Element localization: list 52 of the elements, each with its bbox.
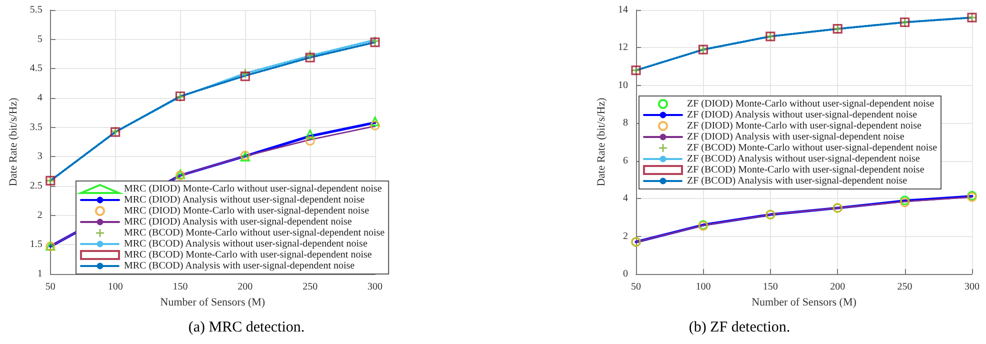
legend-label: MRC (DIOD) Analysis without user-signal-dependent noise (124, 194, 366, 206)
legend-label: MRC (DIOD) Analysis with user-signal-dependent noise (124, 216, 352, 228)
x-tick-label: 100 (108, 282, 123, 292)
legend-label: MRC (BCOD) Analysis with user-signal-dependent noise (124, 260, 356, 272)
y-tick-label: 3 (37, 151, 42, 162)
x-tick-label: 200 (830, 282, 846, 292)
y-tick-label: 4 (37, 92, 42, 104)
legend-label: ZF (DIOD) Analysis with user-signal-dependent noise (687, 132, 905, 142)
x-tick-label: 50 (631, 282, 641, 292)
y-tick-label: 4.5 (30, 63, 42, 74)
y-tick-label: 1 (37, 268, 42, 280)
legend-label: MRC (DIOD) Monte-Carlo with user-signal-dependent noise (124, 206, 370, 216)
legend-label: ZF (BCOD) Analysis without user-signal-dependent noise (687, 154, 920, 164)
legend-label: ZF (DIOD) Monte-Carlo with user-signal-dependent noise (687, 120, 922, 132)
x-tick-label: 200 (238, 282, 253, 292)
legend-label: ZF (DIOD) Analysis without user-signal-dependent noise (687, 110, 918, 120)
y-axis-title: Date Rate (bit/s/Hz) (8, 97, 20, 186)
x-tick-label: 150 (762, 282, 778, 292)
y-tick-label: 2 (623, 230, 628, 242)
legend-label: MRC (DIOD) Monte-Carlo without user-signal-dependent noise (124, 184, 382, 194)
y-tick-label: 2 (37, 210, 42, 221)
y-tick-label: 0 (623, 268, 628, 280)
y-tick-label: 5 (37, 34, 42, 45)
legend-label: ZF (DIOD) Monte-Carlo without user-signal-dependent noise (687, 98, 935, 110)
legend-label: MRC (BCOD) Monte-Carlo with user-signal-dependent noise (124, 250, 372, 260)
x-axis-title: Number of Sensors (M) (752, 296, 857, 308)
y-tick-label: 6 (623, 155, 628, 166)
x-tick-label: 300 (964, 282, 980, 292)
x-tick-label: 50 (45, 282, 56, 292)
x-tick-label: 300 (368, 282, 382, 292)
y-tick-label: 5.5 (30, 4, 42, 16)
y-tick-label: 8 (623, 118, 628, 129)
y-tick-label: 10 (618, 80, 628, 91)
text: (b) ZF detection. (688, 320, 790, 336)
legend-label: ZF (BCOD) Analysis with user-signal-dependent noise (687, 176, 908, 186)
y-tick-label: 2.5 (30, 180, 42, 192)
legend-label: MRC (BCOD) Monte-Carlo without user-signal-dependent noise (124, 228, 386, 238)
x-tick-label: 100 (696, 282, 711, 292)
legend-label: ZF (BCOD) Monte-Carlo without user-signal-dependent noise (687, 142, 938, 154)
y-tick-label: 3.5 (30, 122, 42, 133)
legend-label: MRC (BCOD) Analysis without user-signal-dependent noise (124, 238, 368, 250)
text: (a) MRC detection. (188, 320, 305, 336)
y-tick-label: 12 (618, 42, 628, 54)
legend-label: ZF (BCOD) Monte-Carlo with user-signal-dependent noise (687, 164, 925, 176)
y-tick-label: 14 (618, 4, 628, 16)
y-tick-label: 1.5 (30, 239, 42, 250)
y-axis-title: Date Rate (bit/s/Hz) (596, 97, 608, 186)
x-axis-title: Number of Sensors (M) (160, 296, 266, 308)
x-tick-label: 250 (302, 282, 318, 292)
x-tick-label: 150 (172, 282, 188, 292)
x-tick-label: 250 (897, 282, 912, 292)
y-tick-label: 4 (623, 193, 628, 204)
